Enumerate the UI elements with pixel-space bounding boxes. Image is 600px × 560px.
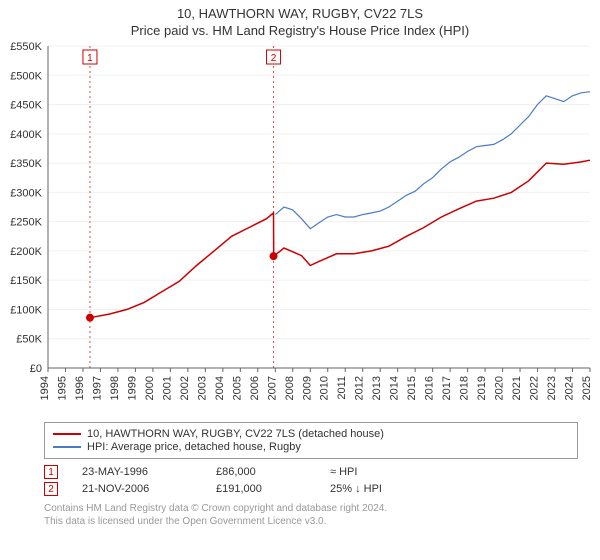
legend-label: 10, HAWTHORN WAY, RUGBY, CV22 7LS (detac… <box>87 428 384 440</box>
svg-text:1999: 1999 <box>126 376 138 400</box>
svg-text:2016: 2016 <box>424 376 436 400</box>
chart-area: £0 £50K £100K £150K £200K £250K £300K £350K £400… <box>0 38 600 418</box>
series-line <box>275 92 590 229</box>
legend-swatch <box>53 446 81 448</box>
sale-date: 23-MAY-1996 <box>82 466 192 478</box>
chart-svg: £0 £50K £100K £150K £200K £250K £300K £350K £400… <box>0 38 600 418</box>
svg-text:£400K: £400K <box>10 129 42 141</box>
svg-text:£450K: £450K <box>10 100 42 112</box>
svg-text:£50K: £50K <box>16 334 42 346</box>
svg-text:£500K: £500K <box>10 70 42 82</box>
chart-subtitle: Price paid vs. HM Land Registry's House … <box>0 23 600 38</box>
svg-text:2013: 2013 <box>371 376 383 400</box>
svg-text:£200K: £200K <box>10 246 42 258</box>
svg-text:2020: 2020 <box>494 376 506 400</box>
svg-text:2: 2 <box>271 53 277 64</box>
sale-number-badge: 1 <box>44 465 58 479</box>
attribution: Contains HM Land Registry data © Crown c… <box>44 502 578 528</box>
svg-text:2018: 2018 <box>459 376 471 400</box>
svg-text:2024: 2024 <box>564 376 576 400</box>
svg-text:2007: 2007 <box>266 376 278 400</box>
chart-title: 10, HAWTHORN WAY, RUGBY, CV22 7LS <box>0 6 600 21</box>
svg-text:2000: 2000 <box>144 376 156 400</box>
svg-text:£350K: £350K <box>10 158 42 170</box>
sale-diff: 25% ↓ HPI <box>330 483 410 495</box>
svg-text:2005: 2005 <box>231 376 243 400</box>
svg-text:2004: 2004 <box>214 376 226 400</box>
svg-text:2015: 2015 <box>406 376 418 400</box>
svg-text:£250K: £250K <box>10 217 42 229</box>
svg-text:2012: 2012 <box>354 376 366 400</box>
svg-text:2023: 2023 <box>546 376 558 400</box>
svg-text:1998: 1998 <box>109 376 121 400</box>
svg-text:£300K: £300K <box>10 187 42 199</box>
sale-row: 2 21-NOV-2006 £191,000 25% ↓ HPI <box>44 482 578 496</box>
svg-text:2017: 2017 <box>441 376 453 400</box>
svg-text:2010: 2010 <box>319 376 331 400</box>
legend-row: HPI: Average price, detached house, Rugb… <box>53 441 569 453</box>
svg-text:1995: 1995 <box>56 376 68 400</box>
attribution-line-2: This data is licensed under the Open Gov… <box>44 515 578 528</box>
svg-text:2008: 2008 <box>284 376 296 400</box>
sales-table: 1 23-MAY-1996 £86,000 ≈ HPI 2 21-NOV-2006 £191… <box>44 465 578 496</box>
svg-text:£150K: £150K <box>10 275 42 287</box>
svg-text:2022: 2022 <box>529 376 541 400</box>
svg-text:2021: 2021 <box>511 376 523 400</box>
svg-text:1997: 1997 <box>91 376 103 400</box>
attribution-line-1: Contains HM Land Registry data © Crown c… <box>44 502 578 515</box>
legend-swatch <box>53 433 81 435</box>
sale-price: £86,000 <box>216 466 306 478</box>
sale-price: £191,000 <box>216 483 306 495</box>
sale-date: 21-NOV-2006 <box>82 483 192 495</box>
series-line <box>90 160 590 318</box>
svg-text:1: 1 <box>87 53 93 64</box>
svg-text:2019: 2019 <box>476 376 488 400</box>
legend-row: 10, HAWTHORN WAY, RUGBY, CV22 7LS (detac… <box>53 428 569 440</box>
svg-text:2011: 2011 <box>336 376 348 400</box>
legend: 10, HAWTHORN WAY, RUGBY, CV22 7LS (detac… <box>44 422 578 459</box>
svg-text:2025: 2025 <box>581 376 593 400</box>
sale-number-badge: 2 <box>44 482 58 496</box>
svg-text:2014: 2014 <box>389 376 401 400</box>
legend-label: HPI: Average price, detached house, Rugb… <box>87 441 301 453</box>
sale-diff: ≈ HPI <box>330 466 410 478</box>
svg-text:1996: 1996 <box>74 376 86 400</box>
sale-row: 1 23-MAY-1996 £86,000 ≈ HPI <box>44 465 578 479</box>
svg-text:£100K: £100K <box>10 304 42 316</box>
svg-text:£550K: £550K <box>10 41 42 53</box>
svg-text:2006: 2006 <box>249 376 261 400</box>
svg-text:2001: 2001 <box>161 376 173 400</box>
svg-text:2009: 2009 <box>301 376 313 400</box>
svg-text:2003: 2003 <box>196 376 208 400</box>
svg-text:1994: 1994 <box>39 376 51 400</box>
svg-text:£0: £0 <box>30 363 42 375</box>
svg-text:2002: 2002 <box>179 376 191 400</box>
